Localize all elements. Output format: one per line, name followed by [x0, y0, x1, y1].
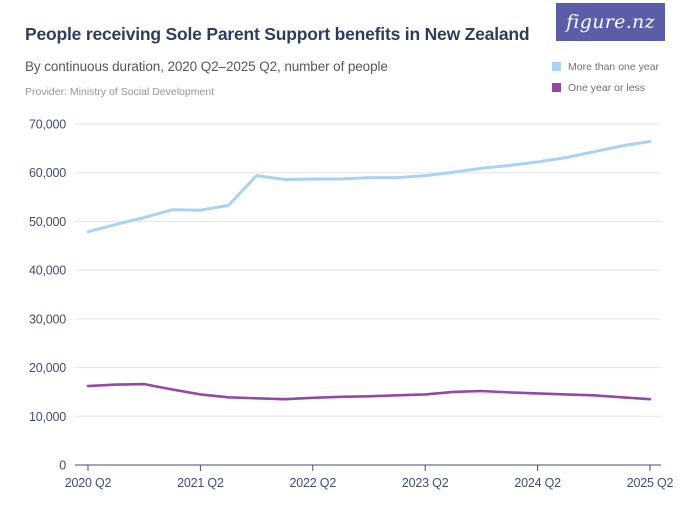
series-line-more-than-one-year — [86, 140, 652, 234]
x-axis-label: 2022 Q2 — [290, 476, 337, 490]
figurenz-logo[interactable]: figure.nz — [556, 3, 665, 41]
y-axis-label: 50,000 — [29, 215, 66, 229]
legend-label-more-than-one-year: More than one year — [568, 60, 660, 73]
x-axis-label: 2024 Q2 — [514, 476, 561, 490]
legend-swatch-more-than-one-year — [552, 62, 561, 71]
y-axis-label: 10,000 — [29, 410, 66, 424]
page-title: People receiving Sole Parent Support ben… — [25, 24, 530, 44]
x-axis-label: 2021 Q2 — [177, 476, 224, 490]
legend-item-more-than-one-year: More than one year — [552, 56, 659, 77]
y-axis-label: 20,000 — [29, 361, 66, 375]
provider-note: Provider: Ministry of Social Development — [25, 86, 215, 98]
x-axis-label: 2025 Q2 — [627, 476, 674, 490]
legend-item-one-year-or-less: One year or less — [552, 77, 659, 98]
chart-subtitle: By continuous duration, 2020 Q2–2025 Q2,… — [25, 59, 388, 74]
y-axis-label: 40,000 — [29, 264, 66, 278]
legend: More than one year One year or less — [552, 56, 659, 98]
legend-swatch-one-year-or-less — [552, 83, 561, 92]
y-axis-label: 30,000 — [29, 312, 66, 326]
legend-label-one-year-or-less: One year or less — [568, 81, 646, 94]
series-line-one-year-or-less — [86, 382, 652, 401]
y-axis-label: 60,000 — [29, 166, 66, 180]
y-axis-label: 70,000 — [29, 118, 66, 132]
x-axis-label: 2023 Q2 — [402, 476, 449, 490]
y-axis-label: 0 — [59, 459, 66, 473]
x-axis-label: 2020 Q2 — [65, 476, 112, 490]
logo-text: figure.nz — [566, 11, 655, 33]
